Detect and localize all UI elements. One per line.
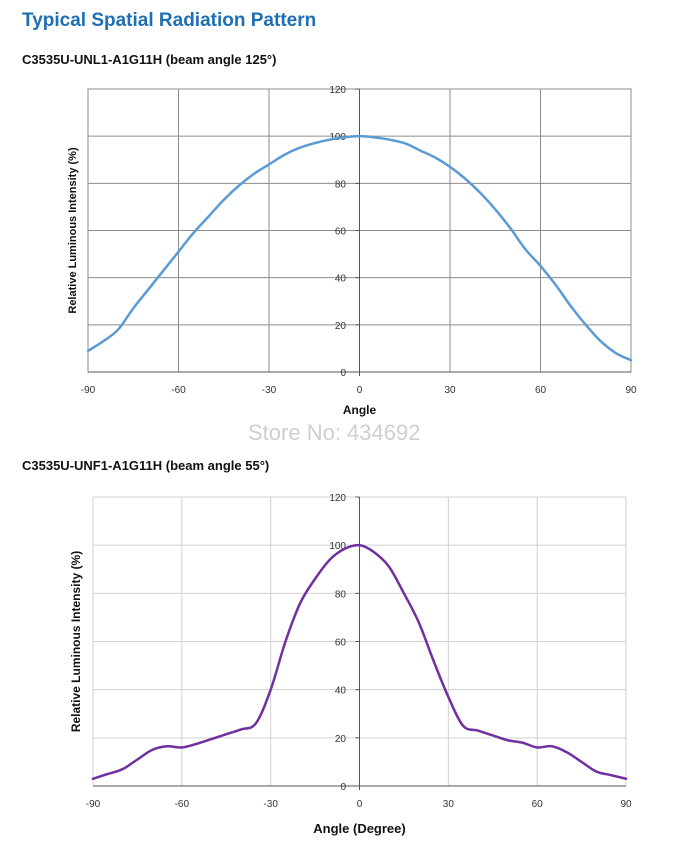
chart-2-y-tick-label: 0 (340, 782, 346, 793)
chart-2-x-tick-label: 90 (620, 799, 632, 810)
chart-1-x-axis-label: Angle (343, 403, 377, 417)
chart-1-x-tick-label: -30 (262, 385, 277, 396)
chart-1-x-tick-label: 0 (357, 385, 363, 396)
chart-1-y-tick-label: 0 (340, 368, 346, 379)
page-heading: Typical Spatial Radiation Pattern (22, 10, 317, 31)
chart-1-title: C3535U-UNL1-A1G11H (beam angle 125°) (22, 52, 277, 67)
chart-1-x-tick-label: 30 (444, 385, 456, 396)
chart-1-series-line (86, 134, 633, 362)
chart-2-x-tick-label: 0 (357, 799, 363, 810)
chart-1-y-tick-label: 60 (335, 227, 347, 238)
chart-1-y-tick-label: 20 (335, 321, 347, 332)
chart-2-y-tick-label: 20 (335, 734, 347, 745)
chart-1-y-tick-label: 120 (329, 85, 346, 96)
chart-1-y-tick-label: 80 (335, 179, 347, 190)
chart-2-title: C3535U-UNF1-A1G11H (beam angle 55°) (22, 458, 270, 473)
chart-2-series-line (91, 543, 628, 781)
chart-2-x-axis-label: Angle (Degree) (313, 821, 405, 836)
chart-2-x-tick-label: -30 (263, 799, 278, 810)
chart-2-y-tick-label: 80 (335, 589, 347, 600)
chart-2-x-tick-label: 60 (532, 799, 544, 810)
chart-1-y-axis-label: Relative Luminous Intensity (%) (67, 147, 79, 314)
chart-2-y-tick-label: 100 (329, 541, 346, 552)
chart-2-x-tick-label: 30 (443, 799, 455, 810)
chart-2-x-tick-label: -60 (175, 799, 190, 810)
chart-2-y-tick-label: 40 (335, 686, 347, 697)
chart-1-x-tick-label: 60 (535, 385, 547, 396)
chart-2-y-tick-label: 60 (335, 638, 347, 649)
chart-2-y-axis-label: Relative Luminous Intensity (%) (69, 551, 83, 732)
chart-1-x-tick-label: -90 (81, 385, 96, 396)
chart-1-y-tick-label: 40 (335, 274, 347, 285)
chart-1-x-tick-label: -60 (171, 385, 186, 396)
store-watermark: Store No: 434692 (248, 420, 421, 445)
chart-2-y-tick-label: 120 (329, 493, 346, 504)
chart-2-x-tick-label: -90 (86, 799, 101, 810)
chart-1-x-tick-label: 90 (625, 385, 637, 396)
